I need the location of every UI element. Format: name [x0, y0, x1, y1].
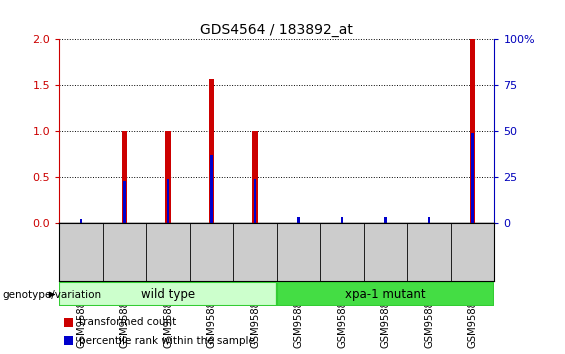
Bar: [341, 217, 344, 223]
Text: xpa-1 mutant: xpa-1 mutant: [345, 288, 426, 301]
Bar: [167, 179, 169, 223]
Bar: [166, 131, 171, 223]
Bar: [384, 217, 387, 223]
Bar: [64, 318, 73, 327]
Bar: [470, 39, 475, 223]
Bar: [122, 131, 127, 223]
Bar: [64, 336, 73, 346]
Title: GDS4564 / 183892_at: GDS4564 / 183892_at: [201, 23, 353, 36]
Bar: [59, 282, 277, 306]
Bar: [277, 282, 494, 306]
Bar: [428, 217, 431, 223]
Bar: [297, 217, 300, 223]
Text: genotype/variation: genotype/variation: [3, 290, 102, 299]
Bar: [210, 155, 213, 223]
Text: wild type: wild type: [141, 288, 195, 301]
Bar: [80, 219, 82, 223]
Bar: [471, 133, 474, 223]
Bar: [123, 181, 126, 223]
Bar: [254, 179, 257, 223]
Text: percentile rank within the sample: percentile rank within the sample: [79, 336, 255, 346]
Text: transformed count: transformed count: [79, 318, 176, 327]
Bar: [209, 79, 214, 223]
Bar: [253, 131, 258, 223]
